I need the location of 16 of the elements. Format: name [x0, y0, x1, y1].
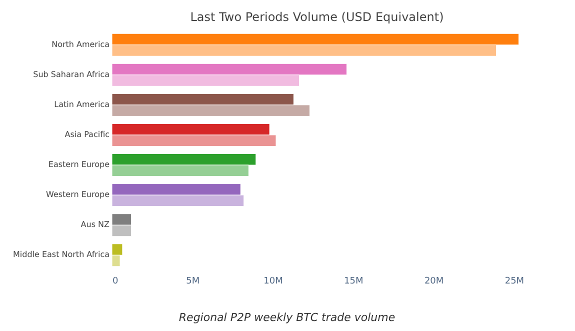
y-tick-label: Latin America: [54, 100, 110, 109]
y-tick-label: North America: [52, 40, 110, 49]
x-tick-label: 0: [112, 276, 118, 286]
x-tick-label: 5M: [186, 276, 200, 286]
chart-title: Last Two Periods Volume (USD Equivalent): [190, 10, 444, 24]
y-tick-label: Aus NZ: [80, 220, 110, 230]
text: Regional P2P weekly BTC trade volume: [178, 311, 396, 324]
y-tick-label: Sub Saharan Africa: [33, 70, 110, 79]
y-tick-label: Middle East North Africa: [12, 250, 110, 260]
y-tick-label: Western Europe: [46, 190, 110, 200]
y-tick-label: Eastern Europe: [48, 160, 110, 170]
y-tick-label: Asia Pacific: [64, 130, 110, 139]
x-tick-label: 25M: [504, 276, 524, 286]
x-tick-label: 10M: [264, 276, 283, 286]
x-tick-label: 15M: [344, 276, 364, 286]
x-tick-label: 20M: [424, 276, 444, 286]
